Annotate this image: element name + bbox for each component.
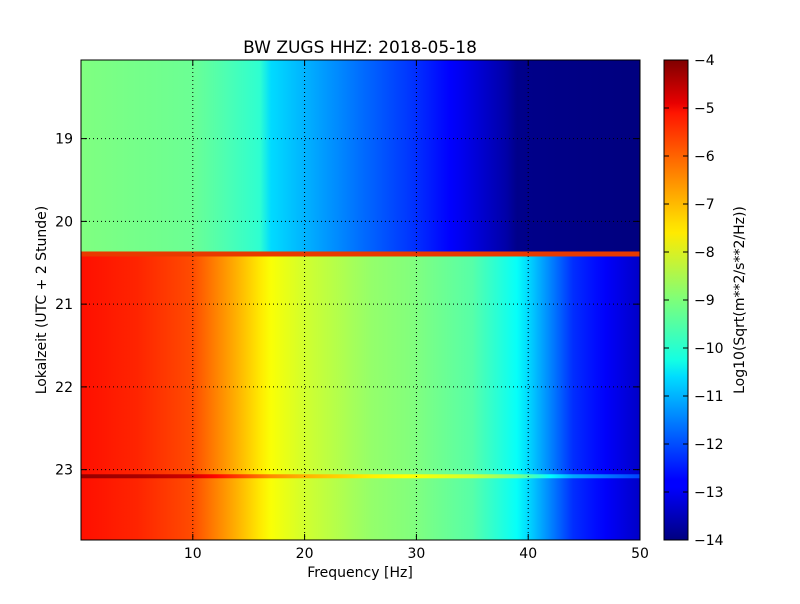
colorbar-tick-label: −13 <box>694 485 724 501</box>
x-tick-label: 50 <box>631 546 649 562</box>
colorbar-tick-label: −7 <box>694 197 715 213</box>
x-tick-label: 40 <box>519 546 537 562</box>
colorbar-tick-label: −4 <box>694 53 715 69</box>
colorbar-ticks: −4 −5 −6 −7 −8 −9 −10 −11 −12 −13 −14 <box>664 53 724 549</box>
colorbar-tick-label: −11 <box>694 389 724 405</box>
y-axis-ticks: 19 20 21 22 23 <box>55 132 640 479</box>
y-axis-label: Lokalzeit (UTC + 2 Stunde) <box>34 206 50 395</box>
chart-title: BW ZUGS HHZ: 2018-05-18 <box>243 38 477 58</box>
spectrogram-region-1 <box>81 60 640 255</box>
y-tick-label: 21 <box>55 297 73 313</box>
y-tick-label: 23 <box>55 463 73 479</box>
highlight-band <box>81 474 640 479</box>
x-axis-ticks: 10 20 30 40 50 <box>184 60 649 562</box>
spectrogram-region-2 <box>81 254 640 540</box>
y-tick-label: 22 <box>55 380 73 396</box>
colorbar-tick-label: −12 <box>694 437 724 453</box>
plot-frame <box>80 59 641 541</box>
x-tick-label: 30 <box>407 546 425 562</box>
transition-band <box>81 251 640 257</box>
y-tick-label: 19 <box>55 132 73 148</box>
grid-lines <box>81 60 640 540</box>
colorbar-tick-label: −14 <box>694 533 724 549</box>
colorbar-label: Log10(Sqrt(m**2/s**2/Hz)) <box>732 206 748 394</box>
x-tick-label: 10 <box>184 546 202 562</box>
heatmap-area <box>81 60 640 540</box>
x-axis-label: Frequency [Hz] <box>307 565 413 581</box>
x-tick-label: 20 <box>296 546 314 562</box>
colorbar-tick-label: −9 <box>694 293 715 309</box>
colorbar-tick-label: −8 <box>694 245 715 261</box>
y-tick-label: 20 <box>55 214 73 230</box>
colorbar-tick-label: −5 <box>694 101 715 117</box>
colorbar-tick-label: −6 <box>694 149 715 165</box>
colorbar-tick-label: −10 <box>694 341 724 357</box>
